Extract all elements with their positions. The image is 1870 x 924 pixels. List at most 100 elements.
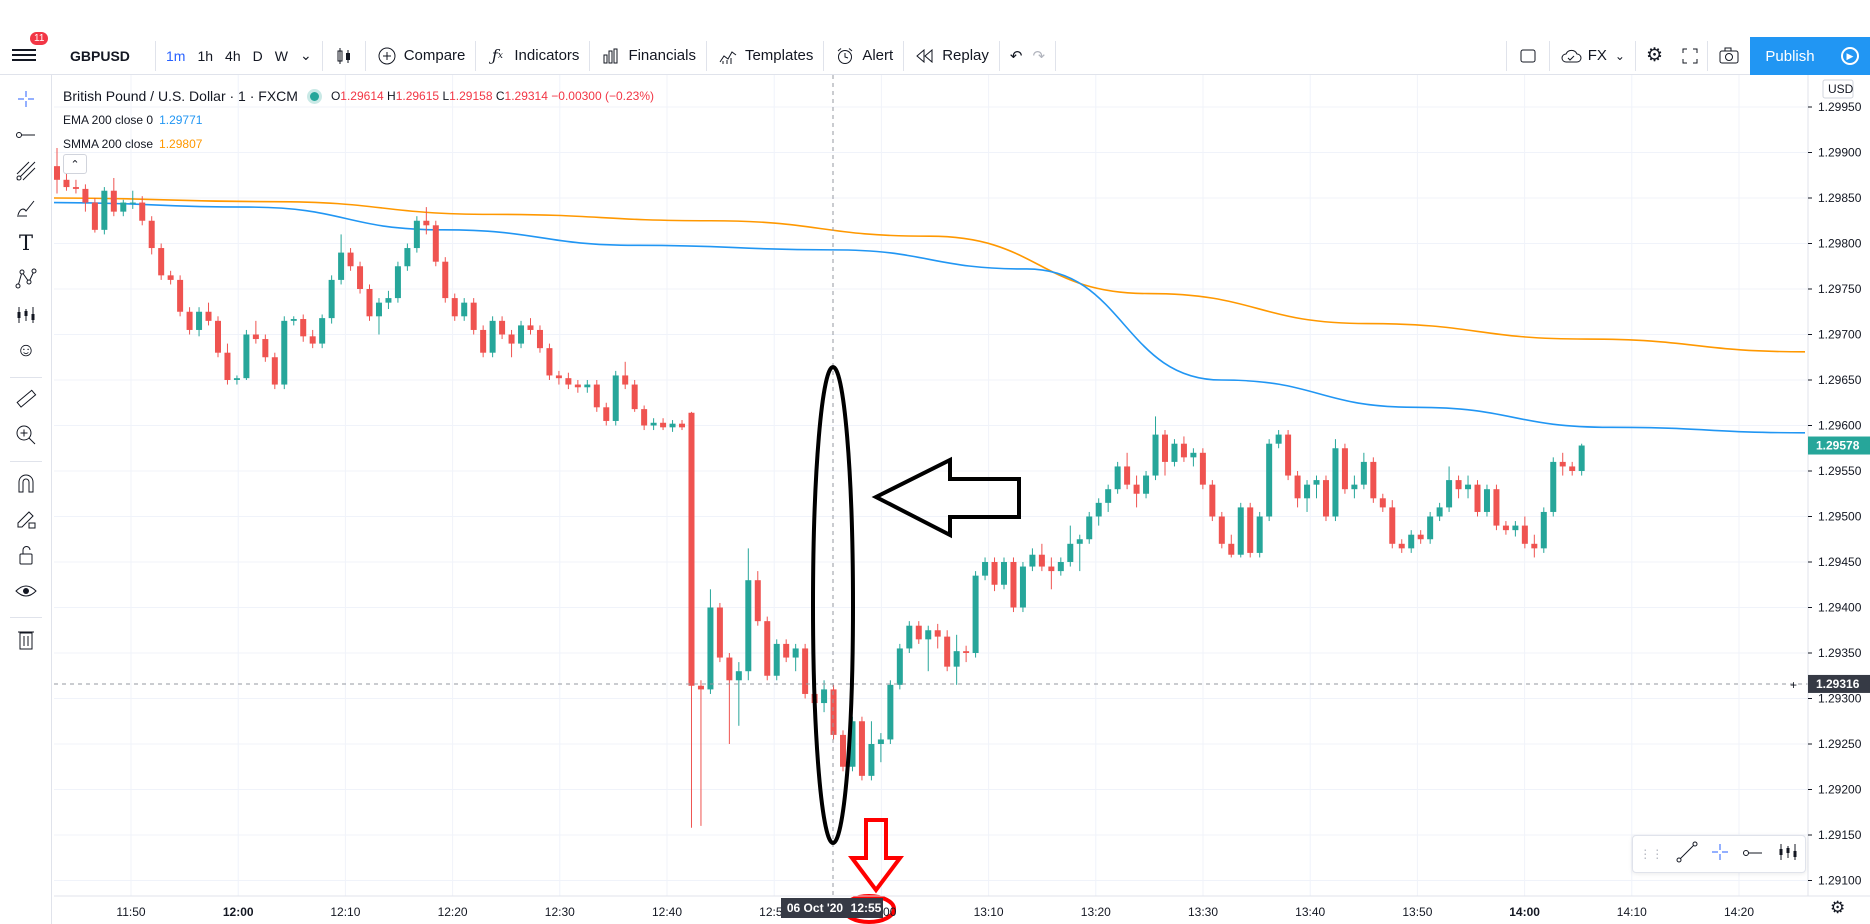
compare-button[interactable]: Compare (366, 37, 476, 75)
gear-icon[interactable]: ⚙ (1830, 898, 1846, 917)
smma-legend-row[interactable]: SMMA 200 close 1.29807 (63, 132, 654, 156)
replay-button[interactable]: Replay (904, 37, 999, 75)
candle-body (1493, 489, 1500, 526)
chevron-down-icon[interactable]: ⌄ (299, 47, 312, 63)
candle-body (840, 734, 847, 767)
fib-tool-icon[interactable] (13, 158, 39, 184)
pattern-icon[interactable] (13, 266, 39, 292)
screenshot-button[interactable] (1708, 37, 1750, 75)
price-axis-bg (1808, 75, 1870, 896)
prediction-icon[interactable] (13, 302, 39, 328)
menu-icon (12, 46, 36, 66)
interval-1h[interactable]: 1h (197, 47, 214, 64)
candle-body (300, 319, 307, 337)
stay-in-drawing-icon[interactable] (13, 506, 39, 532)
ellipse-annotation (811, 365, 855, 845)
interval-group: 1m 1h 4h D W ⌄ (156, 37, 322, 75)
interval-4h[interactable]: 4h (225, 47, 241, 64)
candle-body (385, 298, 392, 303)
play-button[interactable]: ▶ (1830, 37, 1870, 75)
drag-handle-icon[interactable]: ⋮⋮ (1639, 847, 1664, 861)
bar-chart-icon (600, 45, 622, 67)
price-tick-label: 1.29300 (1818, 692, 1862, 706)
collapse-legend-button[interactable]: ⌃ (63, 154, 87, 174)
fullscreen-button[interactable] (1673, 37, 1707, 75)
chart-style-button[interactable] (323, 37, 365, 75)
ohlc-values: O1.29614 H1.29615 L1.29158 C1.29314 −0.0… (330, 89, 655, 103)
trash-icon[interactable] (13, 626, 39, 652)
interval-1m[interactable]: 1m (166, 47, 186, 64)
candle-body (480, 329, 487, 353)
trend-line-icon[interactable] (13, 122, 39, 148)
candle-body (101, 190, 108, 230)
candle-body (489, 320, 496, 353)
market-open-dot (309, 91, 319, 101)
candle-body (186, 311, 193, 330)
candle-body (1180, 443, 1187, 458)
publish-button[interactable]: Publish (1750, 37, 1830, 75)
alert-button[interactable]: Alert (824, 37, 903, 75)
lock-icon[interactable] (13, 542, 39, 568)
candle-body (1379, 498, 1386, 508)
divider (1548, 40, 1550, 71)
time-tick-label: 14:10 (1617, 905, 1647, 919)
undo-button[interactable]: ↶ (1000, 37, 1033, 75)
settings-button[interactable]: ⚙ (1636, 37, 1673, 75)
price-tick-label: 1.29750 (1818, 282, 1862, 296)
candle-body (1294, 475, 1301, 499)
candle-body (309, 336, 316, 344)
templates-button[interactable]: Templates (707, 37, 823, 75)
ruler-icon[interactable] (13, 386, 39, 412)
interval-w[interactable]: W (274, 47, 288, 64)
crosshair-icon[interactable] (13, 86, 39, 112)
date-tag-label: 06 Oct '20 (787, 901, 844, 915)
layout-button[interactable] (1507, 37, 1549, 75)
divider (1707, 40, 1708, 71)
time-tag-label: 12:55 (851, 901, 882, 915)
candle-body (603, 407, 610, 421)
arrow-down-annotation (848, 818, 904, 894)
candle-body (934, 630, 941, 637)
last-price-label: 1.29578 (1816, 439, 1860, 453)
candle-body (697, 685, 704, 690)
candle-body (1266, 443, 1273, 517)
cloud-save-button[interactable]: FX ⌄ (1550, 37, 1635, 75)
redo-button[interactable]: ↷ (1032, 37, 1055, 75)
main-menu-button[interactable]: 11 (0, 31, 60, 75)
symbol-search[interactable]: GBPUSD (70, 47, 130, 64)
candle-body (508, 334, 515, 344)
divider (589, 40, 591, 71)
horizontal-ray-icon[interactable] (1742, 845, 1764, 863)
smiley-icon[interactable]: ☺ (16, 340, 36, 361)
candle-body (716, 607, 723, 658)
text-tool-icon[interactable]: T (18, 231, 33, 255)
smma-line (53, 197, 1806, 353)
ema-legend-row[interactable]: EMA 200 close 0 1.29771 (63, 108, 654, 132)
candle-body (1095, 502, 1102, 517)
candle-body (1531, 543, 1538, 549)
trend-line-icon[interactable] (1676, 841, 1698, 868)
candle-body (584, 384, 591, 388)
financials-button[interactable]: Financials (590, 37, 706, 75)
fullscreen-icon (1679, 45, 1701, 67)
chevron-up-icon: ⌃ (70, 158, 80, 171)
candle-body (1521, 525, 1528, 544)
price-tick-label: 1.29950 (1818, 100, 1862, 114)
time-tick-label: 12:10 (330, 905, 360, 919)
candle-body (688, 412, 695, 686)
zoom-in-icon[interactable] (13, 422, 39, 448)
eye-icon[interactable] (13, 578, 39, 604)
divider (10, 617, 42, 618)
interval-d[interactable]: D (252, 47, 263, 64)
magnet-icon[interactable] (13, 470, 39, 496)
bars-pattern-icon[interactable] (1777, 841, 1799, 868)
candle-body (1086, 516, 1093, 540)
smma-label: SMMA 200 close (63, 137, 154, 151)
cloud-icon (1560, 45, 1582, 67)
brush-icon[interactable] (13, 194, 39, 220)
price-tick-label: 1.29550 (1818, 464, 1862, 478)
crosshair-icon[interactable] (1710, 842, 1730, 867)
templates-icon (717, 45, 739, 67)
